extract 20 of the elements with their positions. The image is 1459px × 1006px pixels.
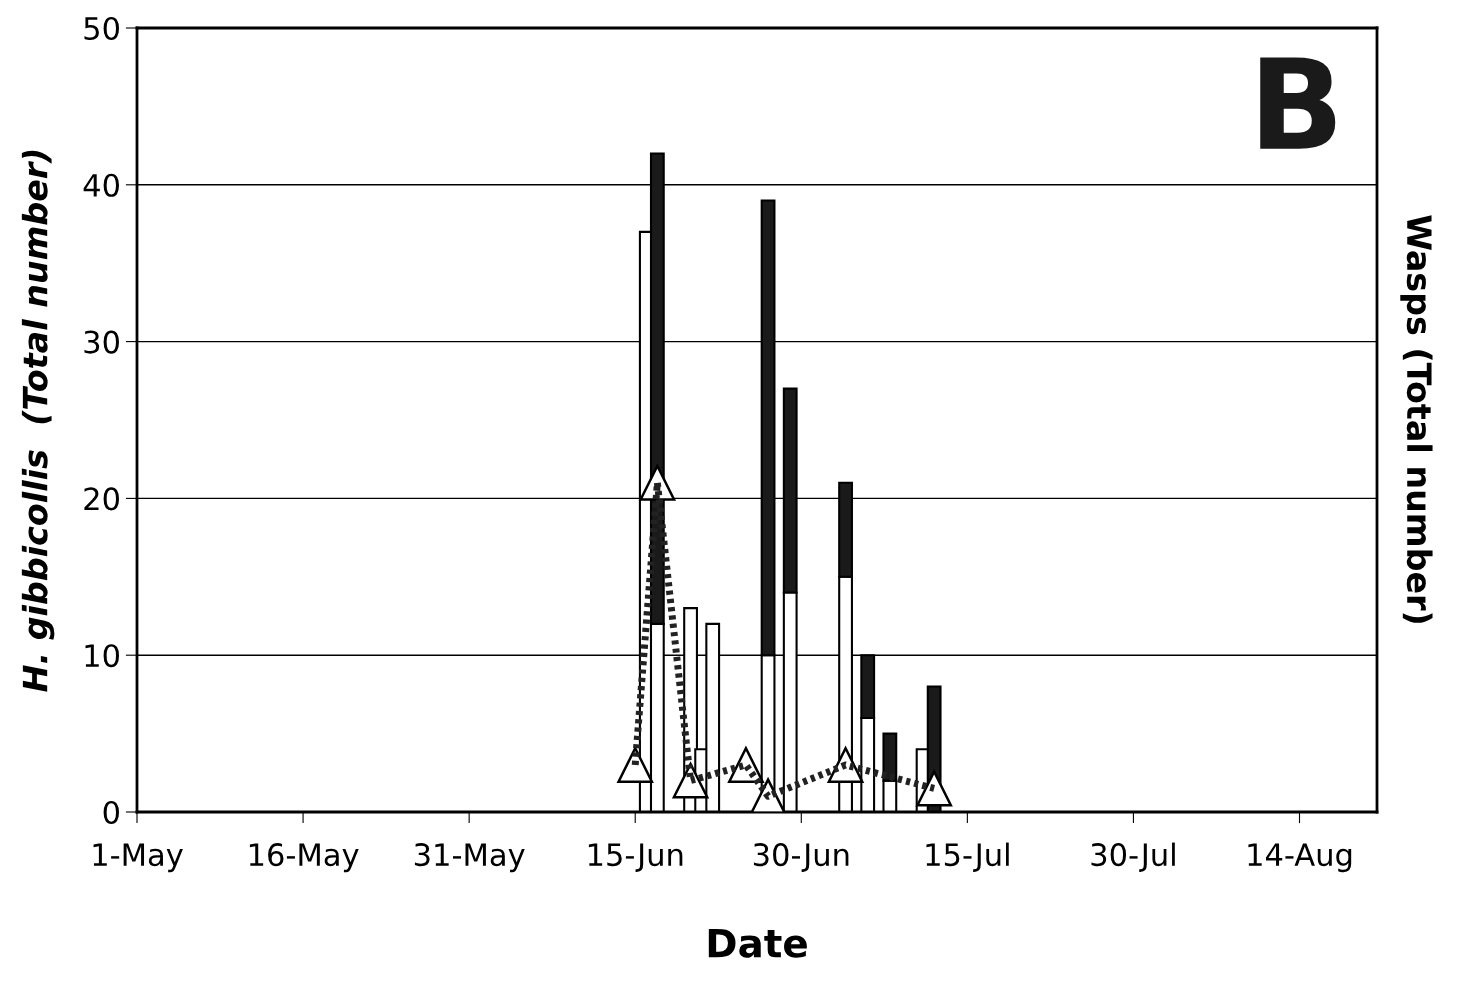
y-tick-label: 10 — [85, 644, 119, 668]
x-tick-label: 31-May — [414, 843, 525, 873]
point — [617, 747, 654, 783]
y-tick-label: 50 — [84, 16, 119, 41]
x-tick-label: 14-Aug — [1248, 843, 1352, 873]
y-tick-label: 20 — [84, 487, 119, 511]
y-axis-title: H. gibbicollis (Total number) — [21, 150, 55, 692]
y-tick-label: 30 — [84, 330, 119, 354]
x-tick-label: 1-May — [93, 843, 183, 873]
x-tick-label: 15-Jul — [926, 842, 1009, 872]
x-tick-label: 16-May — [249, 843, 359, 873]
annotation: B — [1260, 57, 1336, 149]
y2-axis-title: Wasps (Total number) — [1400, 215, 1433, 623]
y-tick-label: 0 — [103, 800, 119, 825]
point — [916, 770, 953, 807]
x-axis-title: Date — [708, 928, 807, 958]
x-tick-label: 30-Jul — [1091, 842, 1175, 872]
y-tick-label: 40 — [83, 173, 119, 197]
x-tick-label: 15-Jun — [588, 843, 683, 872]
x-tick-label: 30-Jun — [753, 843, 849, 872]
